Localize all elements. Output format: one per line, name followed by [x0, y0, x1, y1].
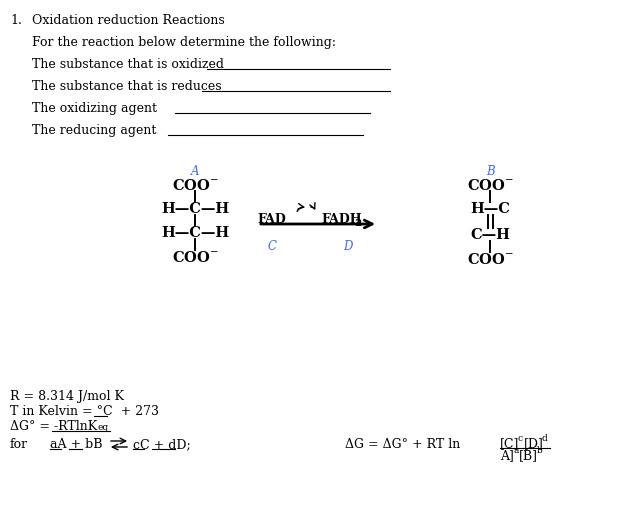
Text: FAD: FAD: [258, 213, 286, 226]
Text: FADH: FADH: [322, 213, 363, 226]
Text: H—C: H—C: [470, 202, 510, 216]
Text: A]: A]: [500, 449, 514, 462]
Text: The oxidizing agent: The oxidizing agent: [32, 102, 157, 115]
FancyArrowPatch shape: [261, 220, 372, 228]
Text: For the reaction below determine the following:: For the reaction below determine the fol…: [32, 36, 336, 49]
Text: C—H: C—H: [470, 228, 510, 242]
Text: D: D: [343, 240, 353, 253]
Text: d: d: [542, 434, 548, 443]
Text: COO$^{-}$: COO$^{-}$: [172, 178, 218, 193]
Text: COO$^{-}$: COO$^{-}$: [467, 252, 514, 267]
Text: COO$^{-}$: COO$^{-}$: [467, 178, 514, 193]
Text: COO$^{-}$: COO$^{-}$: [172, 250, 218, 265]
Text: eq: eq: [98, 423, 109, 432]
Text: C: C: [268, 240, 276, 253]
Text: B: B: [485, 165, 494, 178]
Text: H—C—H: H—C—H: [161, 226, 229, 240]
Text: A: A: [191, 165, 199, 178]
Text: Oxidation reduction Reactions: Oxidation reduction Reactions: [32, 14, 225, 27]
Text: aA + bB: aA + bB: [50, 438, 102, 451]
Text: c: c: [518, 434, 523, 443]
Text: [D]: [D]: [524, 437, 544, 450]
Text: 1.: 1.: [10, 14, 22, 27]
Text: The substance that is reduces: The substance that is reduces: [32, 80, 222, 93]
Text: The substance that is oxidized: The substance that is oxidized: [32, 58, 224, 71]
Text: [B]: [B]: [519, 449, 538, 462]
Text: [C]: [C]: [500, 437, 519, 450]
Text: for: for: [10, 438, 28, 451]
Text: b: b: [537, 446, 543, 455]
Text: T in Kelvin = °C  + 273: T in Kelvin = °C + 273: [10, 405, 159, 418]
Text: ΔG = ΔG° + RT ln: ΔG = ΔG° + RT ln: [345, 438, 461, 451]
Text: cC + dD;: cC + dD;: [133, 438, 191, 451]
Text: R = 8.314 J/mol K: R = 8.314 J/mol K: [10, 390, 124, 403]
Text: ΔG° = -RTlnK: ΔG° = -RTlnK: [10, 420, 97, 433]
Text: The reducing agent: The reducing agent: [32, 124, 157, 137]
Text: H—C—H: H—C—H: [161, 202, 229, 216]
Text: a: a: [513, 446, 519, 455]
Text: 2: 2: [354, 219, 362, 228]
